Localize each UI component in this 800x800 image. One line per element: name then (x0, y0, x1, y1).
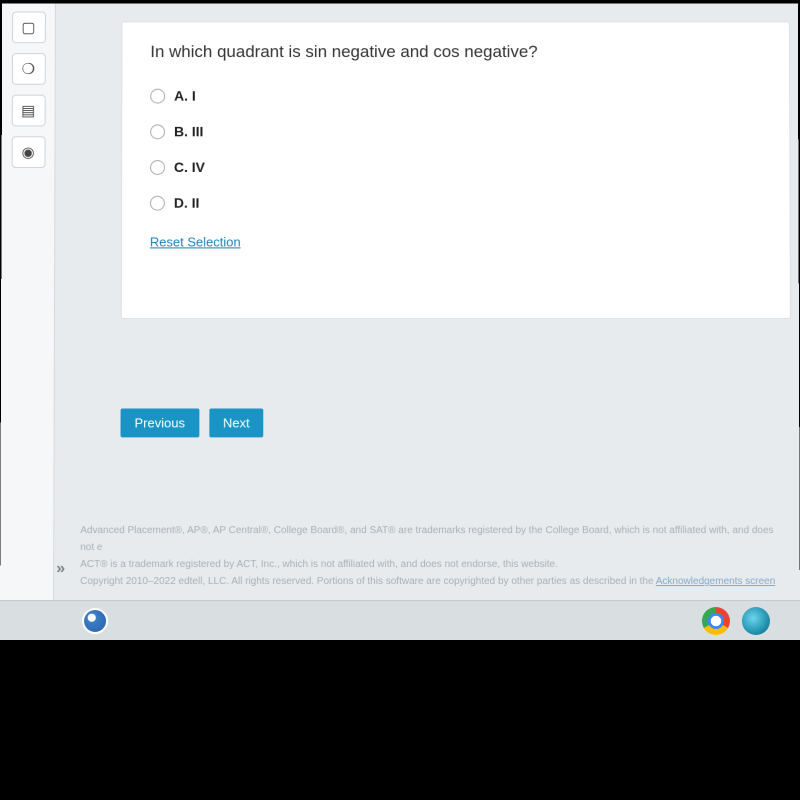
reset-selection-link[interactable]: Reset Selection (150, 235, 241, 250)
option-label: D. II (174, 195, 200, 211)
main-content: In which quadrant is sin negative and co… (120, 4, 791, 438)
option-c[interactable]: C. IV (150, 159, 762, 175)
radio-icon (150, 124, 165, 139)
browser-icon[interactable] (742, 607, 770, 635)
sidebar: ▢ ❍ ▤ ◉ (0, 4, 56, 640)
option-label: C. IV (174, 159, 205, 175)
sidebar-item-0[interactable]: ▢ (12, 12, 46, 44)
sidebar-icon-2: ▤ (21, 102, 35, 120)
footer: Advanced Placement®, AP®, AP Central®, C… (80, 522, 790, 590)
radio-icon (150, 195, 165, 210)
sidebar-item-1[interactable]: ❍ (11, 53, 45, 85)
sidebar-item-2[interactable]: ▤ (11, 95, 45, 127)
app-screen: ▢ ❍ ▤ ◉ In which quadrant is sin negativ… (0, 4, 800, 640)
footer-line-3: Copyright 2010–2022 edtell, LLC. All rig… (80, 573, 790, 590)
nav-row: Previous Next (120, 409, 791, 438)
launcher-icon[interactable] (82, 608, 108, 634)
footer-line-2: ACT® is a trademark registered by ACT, I… (80, 556, 790, 573)
expand-sidebar-icon[interactable]: » (56, 560, 65, 578)
taskbar (0, 600, 800, 640)
sidebar-icon-1: ❍ (22, 60, 35, 78)
radio-icon (150, 160, 165, 175)
radio-icon (150, 88, 165, 103)
previous-button[interactable]: Previous (120, 409, 198, 438)
next-button[interactable]: Next (209, 409, 264, 438)
sidebar-item-3[interactable]: ◉ (11, 136, 45, 168)
footer-line-1: Advanced Placement®, AP®, AP Central®, C… (80, 522, 789, 556)
question-text: In which quadrant is sin negative and co… (150, 42, 761, 62)
sidebar-icon-0: ▢ (21, 18, 35, 36)
taskbar-right (702, 607, 770, 635)
option-label: B. III (174, 123, 203, 139)
option-d[interactable]: D. II (150, 195, 762, 211)
option-label: A. I (174, 88, 196, 104)
sidebar-icon-3: ◉ (22, 143, 35, 161)
option-b[interactable]: B. III (150, 123, 761, 139)
acknowledgements-link[interactable]: Acknowledgements screen (656, 576, 775, 587)
footer-copyright: Copyright 2010–2022 edtell, LLC. All rig… (80, 576, 656, 587)
chrome-icon[interactable] (702, 607, 730, 635)
question-card: In which quadrant is sin negative and co… (121, 21, 791, 318)
option-a[interactable]: A. I (150, 88, 761, 104)
